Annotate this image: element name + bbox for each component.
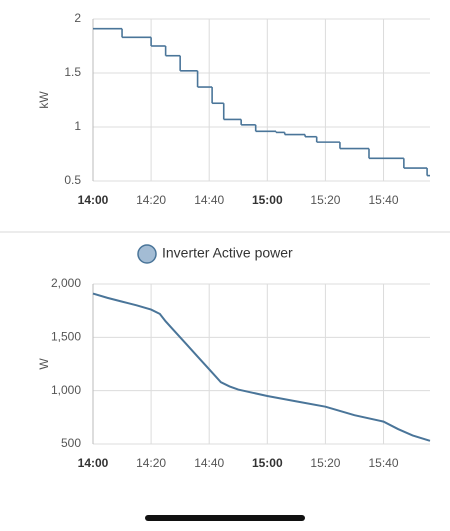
x-tick-label: 14:40 bbox=[194, 456, 224, 470]
x-tick-label: 14:20 bbox=[136, 456, 166, 470]
legend-label[interactable]: Inverter Active power bbox=[162, 245, 293, 261]
x-tick-label: 15:00 bbox=[252, 193, 283, 207]
x-tick-label: 15:40 bbox=[369, 193, 399, 207]
y-tick-label: 500 bbox=[61, 436, 81, 450]
y-axis-label: W bbox=[37, 358, 51, 370]
y-tick-label: 1 bbox=[74, 119, 81, 133]
y-axis-label: kW bbox=[37, 91, 51, 109]
y-tick-label: 2,000 bbox=[51, 276, 81, 290]
legend-swatch[interactable] bbox=[137, 244, 157, 264]
x-tick-label: 15:20 bbox=[310, 456, 340, 470]
x-tick-label: 14:00 bbox=[78, 456, 109, 470]
y-tick-label: 1.5 bbox=[64, 65, 81, 79]
y-tick-label: 1,500 bbox=[51, 330, 81, 344]
x-tick-label: 15:40 bbox=[369, 456, 399, 470]
x-tick-label: 15:20 bbox=[310, 193, 340, 207]
home-indicator bbox=[145, 515, 305, 521]
data-line bbox=[92, 292, 431, 442]
x-tick-label: 15:00 bbox=[252, 456, 283, 470]
y-tick-label: 1,000 bbox=[51, 383, 81, 397]
x-tick-label: 14:20 bbox=[136, 193, 166, 207]
y-tick-label: 0.5 bbox=[64, 173, 81, 187]
x-tick-label: 14:40 bbox=[194, 193, 224, 207]
x-tick-label: 14:00 bbox=[78, 193, 109, 207]
y-tick-label: 2 bbox=[74, 11, 81, 25]
